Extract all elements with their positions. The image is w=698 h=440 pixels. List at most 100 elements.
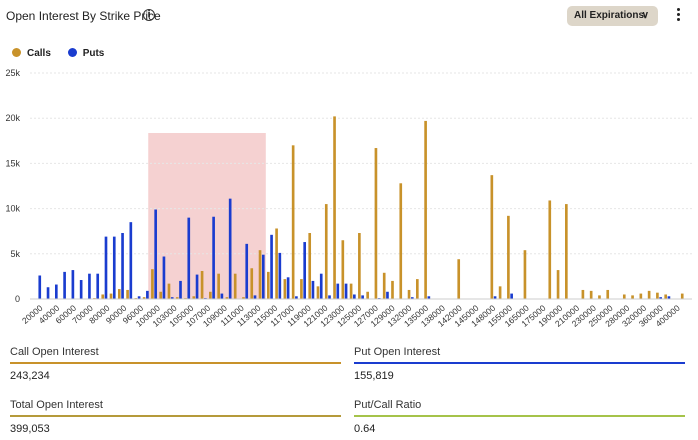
calls-bar bbox=[242, 297, 245, 299]
puts-bar bbox=[303, 242, 306, 299]
calls-bar bbox=[457, 259, 461, 299]
calls-bar bbox=[109, 293, 113, 299]
calls-bar bbox=[374, 148, 378, 299]
chart-header: Open Interest By Strike Price i All Expi… bbox=[0, 0, 698, 34]
puts-bar bbox=[319, 273, 323, 299]
calls-bar bbox=[266, 271, 270, 299]
calls-bar bbox=[275, 228, 278, 299]
calls-bar bbox=[258, 250, 262, 299]
calls-bar bbox=[316, 286, 320, 299]
puts-bar bbox=[344, 283, 348, 299]
put-oi-stat: Put Open Interest 155,819 bbox=[354, 346, 685, 382]
puts-bar bbox=[79, 280, 83, 299]
calls-bar bbox=[291, 145, 295, 299]
puts-bar bbox=[427, 296, 431, 299]
stats-panel: Call Open Interest 243,234 Put Open Inte… bbox=[0, 340, 698, 440]
put-oi-label: Put Open Interest bbox=[354, 346, 441, 358]
puts-bar bbox=[278, 252, 282, 299]
calls-bar bbox=[308, 233, 312, 299]
calls-bar bbox=[200, 270, 204, 299]
calls-bar bbox=[507, 215, 510, 299]
calls-bar bbox=[581, 289, 585, 299]
puts-bar bbox=[493, 296, 497, 299]
calls-bar bbox=[167, 283, 171, 299]
calls-bar bbox=[565, 204, 568, 299]
puts-bar bbox=[311, 280, 315, 299]
puts-bar bbox=[667, 296, 671, 299]
calls-bar bbox=[366, 291, 369, 299]
calls-bar bbox=[300, 279, 303, 299]
y-tick-label: 20k bbox=[5, 113, 20, 123]
calls-bar bbox=[589, 290, 593, 299]
chart-legend: Calls Puts bbox=[12, 48, 118, 59]
puts-bar bbox=[63, 271, 66, 299]
calls-bar bbox=[523, 250, 527, 299]
expiration-dropdown[interactable]: All Expirations ∨ bbox=[567, 6, 658, 26]
pc-ratio-value: 0.64 bbox=[354, 423, 376, 435]
calls-bar bbox=[209, 291, 212, 299]
calls-bar bbox=[606, 289, 610, 299]
calls-bar bbox=[225, 297, 229, 299]
calls-bar bbox=[416, 279, 419, 299]
kebab-menu-icon[interactable] bbox=[677, 8, 681, 24]
calls-swatch bbox=[12, 48, 21, 57]
puts-bar bbox=[195, 274, 199, 299]
info-circle-icon[interactable]: i bbox=[143, 9, 155, 21]
puts-bar bbox=[38, 275, 42, 299]
calls-bar bbox=[175, 297, 179, 299]
calls-bar bbox=[656, 292, 659, 299]
calls-bar bbox=[341, 240, 345, 299]
puts-bar bbox=[212, 216, 215, 299]
calls-bar bbox=[548, 200, 552, 299]
puts-bar bbox=[104, 236, 108, 299]
calls-bar bbox=[358, 233, 361, 299]
pc-ratio-stat: Put/Call Ratio 0.64 bbox=[354, 399, 685, 435]
puts-bar bbox=[121, 233, 124, 299]
calls-bar bbox=[333, 116, 336, 299]
total-oi-stat: Total Open Interest 399,053 bbox=[10, 399, 341, 435]
calls-bar bbox=[664, 294, 668, 299]
puts-bar bbox=[510, 293, 513, 299]
expiration-label: All Expirations bbox=[574, 10, 645, 21]
calls-bar bbox=[498, 286, 502, 299]
puts-bar bbox=[386, 291, 389, 299]
calls-bar bbox=[407, 289, 411, 299]
puts-bar bbox=[170, 297, 174, 299]
calls-bar bbox=[159, 291, 163, 299]
pc-ratio-underline bbox=[354, 415, 685, 417]
y-tick-label: 5k bbox=[10, 249, 20, 259]
puts-bar bbox=[220, 293, 224, 299]
calls-bar bbox=[192, 296, 196, 299]
puts-bar bbox=[71, 270, 75, 299]
call-oi-underline bbox=[10, 362, 341, 364]
puts-bar bbox=[54, 284, 58, 299]
puts-bar bbox=[88, 273, 91, 299]
calls-bar bbox=[382, 272, 386, 299]
puts-bar bbox=[96, 273, 100, 299]
call-oi-value: 243,234 bbox=[10, 370, 50, 382]
puts-bar bbox=[162, 256, 166, 299]
calls-bar bbox=[622, 294, 626, 299]
calls-bar bbox=[117, 289, 121, 299]
legend-puts-label: Puts bbox=[82, 48, 105, 59]
put-oi-underline bbox=[354, 362, 685, 364]
puts-bar bbox=[146, 290, 149, 299]
puts-bar bbox=[295, 296, 298, 299]
calls-bar bbox=[126, 289, 129, 299]
calls-bar bbox=[142, 297, 146, 299]
calls-bar bbox=[399, 183, 403, 299]
calls-bar bbox=[647, 290, 651, 299]
total-oi-value: 399,053 bbox=[10, 423, 50, 435]
legend-calls[interactable]: Calls bbox=[12, 48, 51, 59]
puts-bar bbox=[228, 198, 232, 299]
calls-bar bbox=[391, 280, 394, 299]
legend-puts[interactable]: Puts bbox=[67, 48, 105, 59]
calls-bar bbox=[680, 293, 684, 299]
pc-ratio-label: Put/Call Ratio bbox=[354, 399, 422, 411]
y-tick-label: 25k bbox=[5, 68, 20, 78]
put-oi-value: 155,819 bbox=[354, 370, 394, 382]
total-oi-underline bbox=[10, 415, 341, 417]
puts-bar bbox=[112, 236, 116, 299]
puts-bar bbox=[187, 217, 191, 299]
puts-bar bbox=[261, 254, 265, 299]
